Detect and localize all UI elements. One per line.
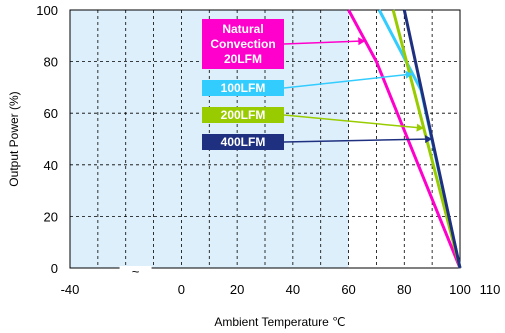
legend-arrow-head — [405, 70, 413, 79]
axis-break-mark: ~ — [132, 264, 140, 279]
legend-arrow-line — [283, 138, 427, 143]
y-tick-label: 80 — [44, 55, 58, 70]
legend-arrow-line — [283, 73, 407, 89]
y-tick-label: 40 — [44, 158, 58, 173]
legend-tag-3: 200LFM — [202, 107, 424, 132]
legend-arrow-line — [283, 40, 360, 45]
legend-tag-text: 100LFM — [221, 81, 266, 95]
legend-tag-box — [202, 19, 284, 69]
x-tick-label: 0 — [178, 282, 185, 297]
series-line-1 — [347, 9, 462, 269]
x-tick-label: -40 — [61, 282, 80, 297]
legend-tag-text: 20LFM — [224, 52, 262, 66]
legend-arrow-head — [425, 135, 433, 144]
x-tick-label: 40 — [286, 282, 300, 297]
legend-arrow-line — [283, 114, 418, 129]
legend-tag-text: Convection — [210, 37, 275, 51]
legend-tag-box — [202, 134, 284, 150]
legend-tag-box — [202, 80, 284, 96]
legend-tag-text: Natural — [222, 22, 263, 36]
x-tick-label: 20 — [230, 282, 244, 297]
y-tick-label: 20 — [44, 209, 58, 224]
legend-tag-box — [202, 107, 284, 123]
legend-arrow-head — [416, 123, 424, 132]
axes: ~ — [69, 9, 461, 279]
y-tick-label: 60 — [44, 106, 58, 121]
x-tick-label: 80 — [397, 282, 411, 297]
x-tick-label: 60 — [341, 282, 355, 297]
x-tick-label: 110 — [480, 282, 501, 297]
legend-tag-4: 400LFM — [202, 134, 433, 150]
y-tick-label: 0 — [51, 261, 58, 276]
y-axis-title: Output Power (%) — [7, 91, 21, 186]
x-axis-title: Ambient Temperature ℃ — [214, 315, 345, 329]
plot-frame — [69, 9, 461, 269]
legend-tag-2: 100LFM — [202, 70, 413, 96]
legend-arrow-head — [358, 37, 366, 46]
axis-break-gap — [119, 266, 152, 271]
legend-tag-text: 400LFM — [221, 135, 266, 149]
legend-tag-text: 200LFM — [221, 108, 266, 122]
x-tick-label: 100 — [449, 282, 471, 297]
y-tick-label: 100 — [36, 3, 58, 18]
